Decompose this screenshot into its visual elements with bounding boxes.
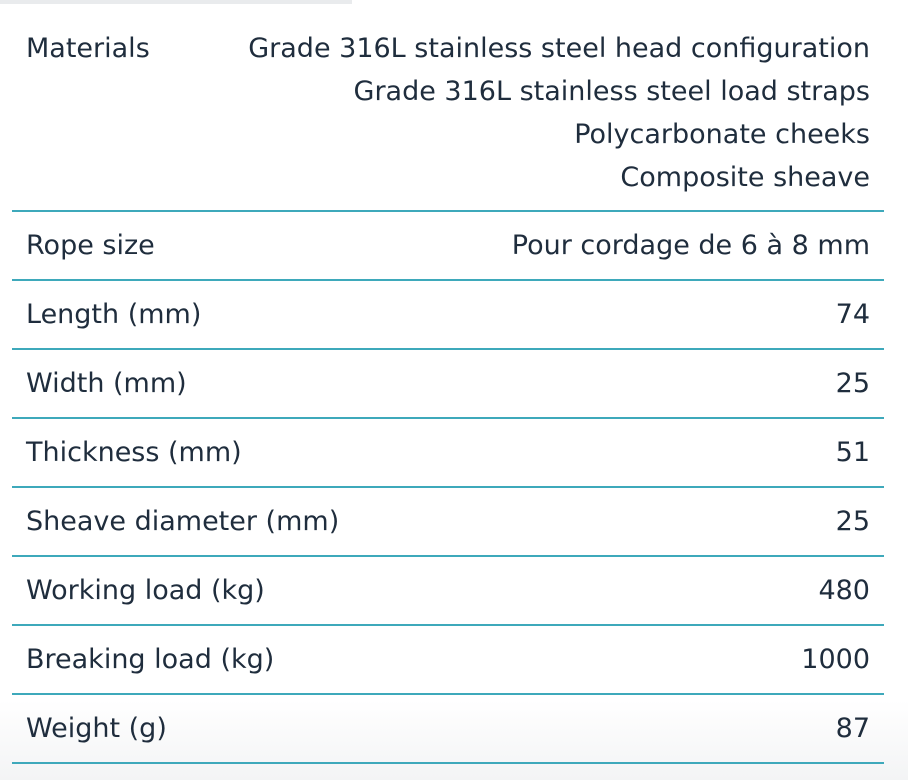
value-text: 51	[835, 437, 870, 468]
row-value: 74	[836, 293, 870, 336]
value-line: Grade 316L stainless steel load straps	[353, 76, 870, 107]
row-value: 51	[836, 431, 870, 474]
table-row: Rope size Pour cordage de 6 à 8 mm	[12, 212, 884, 281]
table-row: Breaking load (kg) 1000	[12, 626, 884, 695]
table-row: Sheave diameter (mm) 25	[12, 488, 884, 557]
spec-table: Materials Grade 316L stainless steel head…	[12, 0, 884, 764]
value-text: 480	[818, 575, 870, 606]
top-bar	[0, 0, 352, 4]
value-text: 25	[835, 368, 870, 399]
table-row: Weight (g) 87	[12, 695, 884, 764]
label-text: Breaking load (kg)	[26, 644, 275, 675]
label-text: Weight (g)	[26, 713, 167, 744]
row-value: 480	[818, 569, 870, 612]
value-text: Pour cordage de 6 à 8 mm	[511, 230, 870, 261]
value-line: Polycarbonate cheeks	[574, 119, 870, 150]
label-text: Rope size	[26, 230, 155, 261]
row-value: 25	[836, 362, 870, 405]
table-row: Thickness (mm) 51	[12, 419, 884, 488]
label-text: Sheave diameter (mm)	[26, 506, 340, 537]
row-label: Width (mm)	[26, 362, 187, 405]
row-value: Pour cordage de 6 à 8 mm	[512, 224, 870, 267]
label-text: Width (mm)	[26, 368, 187, 399]
table-row: Length (mm) 74	[12, 281, 884, 350]
table-row: Materials Grade 316L stainless steel head…	[12, 0, 884, 212]
table-row: Working load (kg) 480	[12, 557, 884, 626]
label-text: Materials	[26, 33, 150, 64]
value-text: 25	[835, 506, 870, 537]
row-value: 1000	[801, 638, 870, 681]
row-label: Working load (kg)	[26, 569, 265, 612]
value-text: 1000	[801, 644, 870, 675]
value-line: Composite sheave	[620, 162, 870, 193]
row-label: Thickness (mm)	[26, 431, 242, 474]
row-label: Sheave diameter (mm)	[26, 500, 339, 543]
value-line: Grade 316L stainless steel head configur…	[248, 33, 870, 64]
value-text: 87	[835, 713, 870, 744]
row-value: 87	[836, 707, 870, 750]
row-label: Length (mm)	[26, 293, 201, 336]
label-text: Working load (kg)	[26, 575, 265, 606]
row-value: 25	[836, 500, 870, 543]
label-text: Thickness (mm)	[26, 437, 242, 468]
row-label: Rope size	[26, 224, 155, 267]
row-value: Grade 316L stainless steel head configur…	[248, 27, 870, 199]
row-label: Breaking load (kg)	[26, 638, 274, 681]
value-text: 74	[835, 299, 870, 330]
row-label: Weight (g)	[26, 707, 167, 750]
table-row: Width (mm) 25	[12, 350, 884, 419]
row-label: Materials	[26, 27, 150, 70]
label-text: Length (mm)	[26, 299, 202, 330]
